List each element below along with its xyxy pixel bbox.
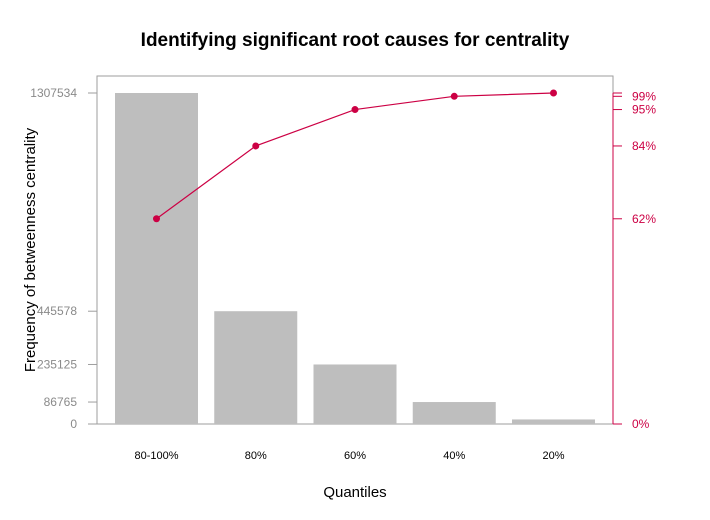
cumulative-point-60% [351, 106, 359, 114]
y-tick-label: 445578 [37, 304, 77, 318]
x-tick-label: 60% [344, 450, 366, 462]
cumulative-tick-label: 99% [632, 89, 656, 103]
chart-title: Identifying significant root causes for … [141, 30, 570, 51]
cumulative-tick-label: 0% [632, 417, 650, 431]
x-tick-label: 80% [245, 450, 267, 462]
y-tick-label: 86765 [44, 395, 78, 409]
x-tick-label: 20% [542, 450, 564, 462]
cumulative-point-40% [450, 92, 458, 100]
bar-80-100% [115, 93, 198, 424]
y-tick-label: 0 [70, 417, 77, 431]
cumulative-tick-label: 62% [632, 212, 656, 226]
bar-80% [214, 311, 298, 424]
bar-20% [512, 419, 595, 424]
cumulative-point-80-100% [153, 215, 160, 223]
y-tick-label: 235125 [37, 357, 77, 371]
cumulative-layer [153, 89, 557, 223]
y-axis-title: Frequency of betweenness centrality [22, 127, 39, 372]
cumulative-point-80% [252, 142, 260, 150]
bars-layer [115, 93, 595, 424]
left-axis: 0 86765 235125 445578 1307534 [30, 86, 97, 431]
y-tick-label: 1307534 [30, 86, 77, 100]
cumulative-tick-label: 95% [632, 103, 656, 117]
x-tick-label: 80-100% [134, 450, 178, 462]
bar-40% [412, 402, 496, 424]
x-tick-label: 40% [443, 450, 465, 462]
cumulative-point-20% [550, 89, 557, 97]
x-axis-title: Quantiles [323, 484, 386, 501]
x-axis: 80-100% 80% 60% 40% 20% [134, 450, 564, 462]
cumulative-axis: 0% 62% 84% 95%99% [612, 89, 656, 431]
cumulative-tick-label: 84% [632, 139, 656, 153]
bar-60% [313, 364, 397, 424]
